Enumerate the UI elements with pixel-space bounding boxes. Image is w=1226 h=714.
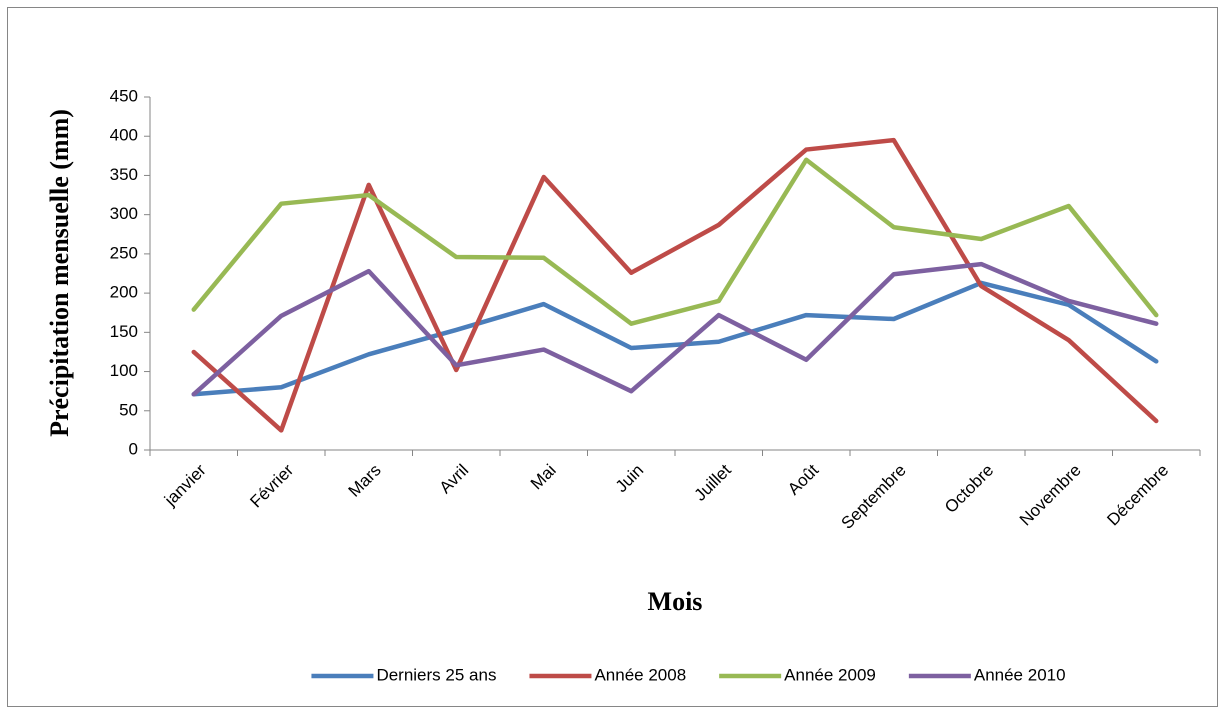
y-tick-label: 250 <box>110 243 138 262</box>
legend-label: Derniers 25 ans <box>376 665 496 684</box>
chart-frame <box>7 7 1218 707</box>
y-tick-label: 100 <box>110 361 138 380</box>
y-tick-label: 150 <box>110 322 138 341</box>
legend-label: Année 2008 <box>594 665 686 684</box>
x-axis-title: Mois <box>648 587 703 616</box>
legend-label: Année 2009 <box>784 665 876 684</box>
series-line <box>191 157 1159 326</box>
series-line <box>191 280 1159 397</box>
y-tick-label: 350 <box>110 165 138 184</box>
y-axis-title: Précipitation mensuelle (mm) <box>45 109 74 437</box>
y-tick-label: 0 <box>129 439 138 458</box>
y-tick-label: 450 <box>110 86 138 105</box>
series-line <box>191 261 1159 397</box>
y-tick-label: 300 <box>110 204 138 223</box>
y-tick-label: 400 <box>110 126 138 145</box>
y-tick-label: 200 <box>110 283 138 302</box>
series-line <box>191 137 1159 433</box>
legend-label: Année 2010 <box>974 665 1066 684</box>
y-tick-label: 50 <box>119 400 138 419</box>
